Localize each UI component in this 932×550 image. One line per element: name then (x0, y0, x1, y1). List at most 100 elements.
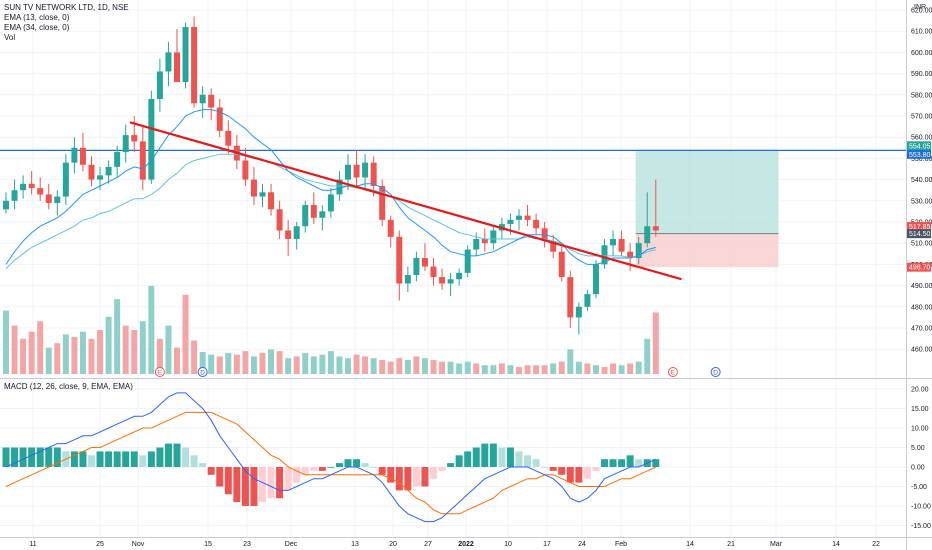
macd-histogram-bar (224, 467, 232, 495)
candle-body (199, 94, 206, 104)
earnings-marker (667, 367, 678, 377)
candle-body (327, 194, 334, 212)
macd-histogram-bar (79, 451, 87, 467)
macd-histogram-bar (481, 443, 489, 467)
dividend-marker (197, 367, 208, 377)
volume-bar (165, 325, 172, 374)
candle-body (447, 279, 454, 284)
price-tag-label: 554.05 (909, 143, 931, 150)
volume-bar (79, 331, 86, 374)
price-tick-label: 480.00 (911, 304, 932, 311)
time-tick-label: 22 (872, 541, 880, 548)
time-tick-label: 2022 (458, 541, 474, 548)
volume-bar (88, 338, 95, 374)
candle-body (148, 99, 155, 180)
volume-bar (421, 358, 428, 374)
volume-bar (174, 347, 180, 374)
volume-bar (430, 359, 437, 374)
candle-body (618, 238, 625, 252)
trendline[interactable] (129, 121, 682, 281)
price-tick-label: 580.00 (911, 92, 932, 99)
candle-body (276, 209, 283, 231)
time-tick-label: Nov (132, 541, 145, 548)
time-tick-label: 14 (832, 541, 840, 548)
macd-axis[interactable]: 20.00 15.00 10.00 5.00 0.00 -5.00 -10.00 -15.00 (911, 387, 931, 531)
volume-bar (362, 356, 369, 374)
candle-body (473, 238, 480, 250)
macd-histogram-bar (45, 447, 53, 467)
volume-bar (652, 312, 659, 374)
symbol-title[interactable]: SUN TV NETWORK LTD, 1D, NSE (4, 3, 129, 12)
volume-bar (413, 356, 420, 374)
candle-body (191, 26, 198, 104)
macd-histogram-bar (36, 447, 44, 467)
macd-panel (2, 392, 660, 523)
candle-body (122, 135, 129, 153)
macd-histogram-bar (28, 447, 36, 467)
volume-bar (268, 349, 275, 374)
macd-histogram-bar (601, 459, 608, 467)
volume-bar (319, 354, 326, 374)
macd-histogram-bar (88, 455, 95, 467)
candle-body (396, 236, 403, 284)
macd-histogram-bar (583, 467, 591, 479)
macd-histogram-bar (506, 447, 514, 467)
macd-histogram-bar (96, 451, 104, 467)
time-axis[interactable]: 11 25 Nov 15 23 Dec 13 20 27 2022 10 17 24 Feb 14 21 Mar… (29, 541, 880, 548)
volume-bar (610, 363, 617, 374)
volume-bar (62, 334, 69, 374)
volume-bar (558, 361, 565, 374)
volume-legend[interactable]: Vol (4, 33, 16, 42)
macd-histogram-bar (395, 467, 403, 491)
volume-bar (336, 356, 343, 374)
candle-body (421, 258, 428, 267)
macd-tick-label: 15.00 (911, 406, 929, 413)
price-tick-label: 490.00 (911, 283, 932, 290)
macd-legend[interactable]: MACD (12, 26, close, 9, EMA, EMA) (4, 382, 133, 391)
macd-histogram-bar (122, 451, 130, 467)
candle-body (165, 52, 172, 72)
candle-body (430, 266, 437, 278)
candle-body (635, 243, 642, 259)
volume-bar (20, 338, 27, 374)
macd-histogram-bar (233, 467, 241, 503)
ema13-legend[interactable]: EMA (13, close, 0) (4, 13, 70, 22)
macd-histogram-bar (370, 467, 378, 468)
ema34-legend[interactable]: EMA (34, close, 0) (4, 23, 70, 32)
time-tick-label: 15 (204, 541, 212, 548)
macd-histogram-bar (310, 467, 318, 471)
macd-histogram-bar (318, 467, 326, 471)
volume-bar (139, 321, 146, 374)
volume-bar (71, 337, 78, 374)
macd-histogram-bar (301, 467, 309, 475)
macd-histogram-bar (652, 459, 660, 467)
macd-histogram-bar (190, 455, 198, 467)
macd-histogram-bar (353, 459, 361, 467)
volume-bar (28, 331, 35, 374)
volume-bar (250, 356, 257, 374)
volume-bar (533, 365, 540, 374)
macd-histogram-bar (609, 459, 617, 467)
macd-histogram-bar (250, 467, 258, 506)
candle-body (114, 152, 121, 167)
volume-bar (447, 361, 454, 374)
candle-body (567, 277, 574, 318)
long-position-zones[interactable] (635, 149, 779, 268)
volume-bar (481, 365, 488, 374)
macd-histogram-bar (53, 447, 61, 467)
chart-legend[interactable]: SUN TV NETWORK LTD, 1D, NSE EMA (13, clo… (4, 3, 129, 43)
price-tag-label: 498.70 (909, 265, 931, 272)
price-tag (907, 222, 931, 232)
time-tick-label: 11 (29, 541, 36, 548)
candle-body (507, 219, 514, 225)
macd-tick-label: 10.00 (911, 426, 929, 433)
macd-histogram-bar (404, 467, 412, 491)
time-tick-label: 14 (686, 541, 694, 548)
volume-bar (644, 338, 651, 374)
macd-histogram-bar (361, 463, 369, 467)
time-tick-label: 21 (727, 541, 735, 548)
volume-bar (618, 365, 625, 374)
